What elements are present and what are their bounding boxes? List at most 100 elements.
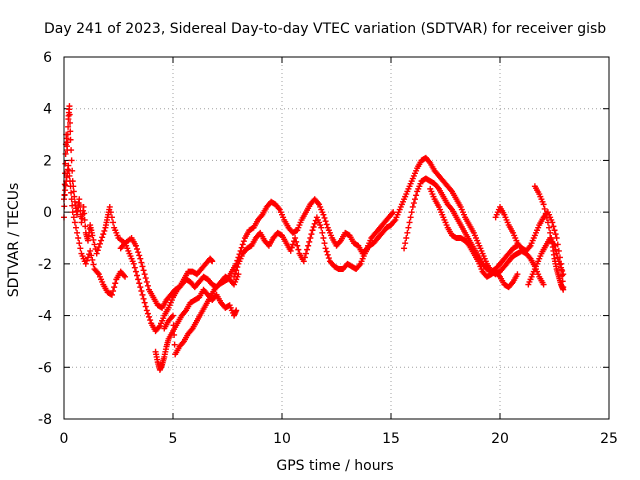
data-point bbox=[82, 260, 89, 267]
data-point bbox=[287, 247, 294, 254]
data-point bbox=[106, 203, 113, 210]
data-point bbox=[108, 214, 115, 221]
data-point bbox=[322, 218, 329, 225]
data-point bbox=[143, 278, 150, 285]
data-point bbox=[142, 275, 149, 282]
data-point bbox=[94, 269, 101, 276]
data-point bbox=[391, 218, 398, 225]
data-point bbox=[141, 271, 148, 278]
y-axis-label: SDTVAR / TECUs bbox=[6, 183, 22, 298]
data-point bbox=[434, 184, 441, 191]
data-point bbox=[560, 286, 567, 293]
data-point bbox=[292, 235, 299, 241]
data-point bbox=[138, 288, 145, 295]
data-point bbox=[90, 261, 97, 268]
data-point bbox=[310, 224, 317, 231]
data-point bbox=[68, 196, 75, 203]
data-point bbox=[181, 308, 188, 315]
x-tick-label: 5 bbox=[169, 431, 178, 447]
series-arc-08 bbox=[427, 185, 521, 291]
series-arc-07 bbox=[401, 175, 521, 275]
data-point bbox=[322, 245, 329, 252]
data-point bbox=[465, 241, 472, 248]
data-point bbox=[306, 238, 313, 245]
x-axis-label: GPS time / hours bbox=[276, 458, 393, 474]
data-point bbox=[137, 255, 144, 262]
data-point bbox=[136, 280, 143, 287]
data-point bbox=[543, 214, 550, 221]
data-point bbox=[69, 209, 76, 216]
data-point bbox=[110, 288, 117, 295]
data-point bbox=[239, 241, 246, 248]
y-tick-label: -2 bbox=[38, 257, 52, 273]
data-point bbox=[336, 238, 343, 245]
data-point bbox=[323, 248, 330, 255]
data-point bbox=[304, 246, 311, 253]
data-point bbox=[138, 259, 145, 266]
data-point bbox=[550, 223, 557, 230]
chart-title: Day 241 of 2023, Sidereal Day-to-day VTE… bbox=[44, 21, 606, 37]
data-point bbox=[81, 216, 88, 223]
data-point bbox=[302, 250, 309, 257]
x-tick-label: 0 bbox=[60, 431, 69, 447]
data-point bbox=[70, 214, 77, 221]
data-point bbox=[321, 214, 328, 221]
data-point bbox=[122, 273, 129, 280]
data-point bbox=[405, 224, 412, 231]
data-point bbox=[68, 157, 75, 164]
data-point bbox=[403, 235, 410, 241]
data-point bbox=[552, 231, 559, 238]
data-point bbox=[288, 244, 295, 251]
data-point bbox=[89, 256, 96, 263]
data-point bbox=[390, 209, 397, 216]
data-point bbox=[144, 310, 151, 317]
data-point bbox=[356, 262, 363, 269]
data-point bbox=[140, 295, 147, 302]
data-point bbox=[171, 331, 178, 338]
data-point bbox=[324, 251, 331, 258]
data-point bbox=[551, 242, 558, 249]
y-tick-label: -4 bbox=[38, 309, 52, 325]
data-point bbox=[526, 254, 533, 261]
data-point bbox=[67, 128, 74, 135]
data-point bbox=[74, 229, 81, 236]
y-tick-label: 6 bbox=[43, 50, 52, 66]
data-point bbox=[233, 307, 240, 314]
data-point bbox=[293, 238, 300, 245]
data-point bbox=[76, 240, 83, 247]
data-point bbox=[542, 210, 549, 217]
data-point bbox=[65, 167, 72, 174]
data-point bbox=[155, 324, 162, 331]
data-point bbox=[318, 224, 325, 231]
data-point bbox=[311, 220, 318, 227]
data-point bbox=[323, 221, 330, 228]
data-point bbox=[61, 181, 68, 188]
x-tick-label: 10 bbox=[273, 431, 291, 447]
data-point bbox=[559, 267, 566, 274]
data-point bbox=[275, 205, 282, 212]
data-point bbox=[301, 254, 308, 261]
data-point bbox=[107, 209, 114, 216]
data-point bbox=[404, 229, 411, 236]
data-point bbox=[556, 261, 563, 268]
data-point bbox=[146, 313, 153, 320]
data-point bbox=[94, 247, 101, 254]
data-point bbox=[308, 231, 315, 238]
data-point bbox=[188, 326, 195, 333]
data-point bbox=[68, 189, 75, 196]
data-point bbox=[168, 313, 175, 320]
data-point bbox=[98, 237, 105, 244]
data-point bbox=[99, 234, 106, 241]
data-point bbox=[142, 303, 149, 310]
data-point bbox=[554, 254, 561, 261]
data-point bbox=[134, 245, 141, 252]
data-point bbox=[91, 241, 98, 248]
data-point bbox=[209, 258, 216, 265]
data-point bbox=[314, 200, 321, 207]
series-arc-02 bbox=[61, 162, 129, 298]
y-tick-label: -8 bbox=[38, 412, 52, 428]
y-tick-label: 4 bbox=[43, 102, 52, 118]
data-point bbox=[411, 196, 418, 203]
data-points bbox=[61, 103, 567, 373]
data-point bbox=[447, 187, 454, 194]
